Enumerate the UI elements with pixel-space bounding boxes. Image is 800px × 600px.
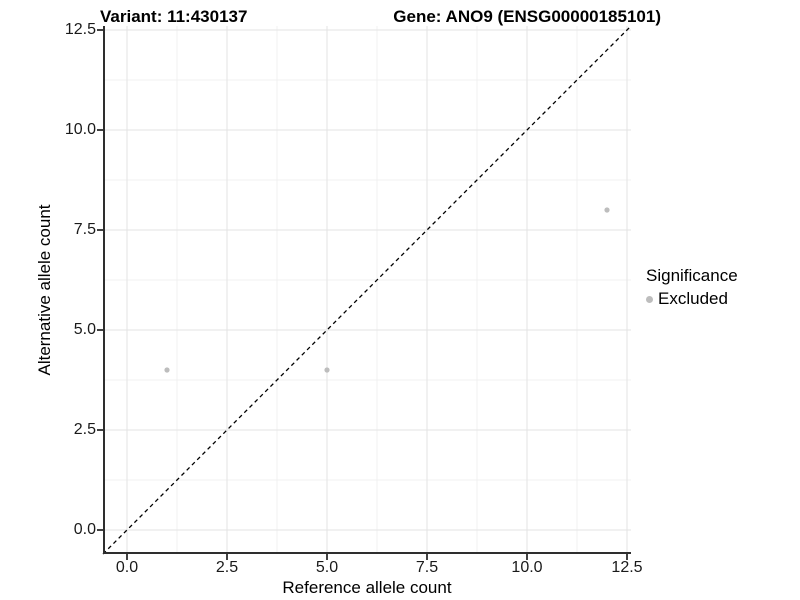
variant-title: Variant: 11:430137 [100, 7, 248, 26]
legend-title: Significance [646, 266, 738, 285]
legend: Significance Excluded [646, 266, 738, 309]
x-tick-label: 0.0 [115, 559, 139, 576]
x-axis-title: Reference allele count [282, 578, 452, 597]
data-point [164, 367, 170, 373]
x-tick-label: 10.0 [511, 559, 543, 576]
x-tick-label: 12.5 [611, 559, 643, 576]
x-tick-label: 7.5 [415, 559, 439, 576]
legend-item-excluded: Excluded [646, 289, 738, 309]
data-point [324, 367, 330, 373]
data-point [604, 207, 610, 213]
plot-panel [97, 25, 632, 560]
y-tick-label: 12.5 [64, 21, 96, 38]
plot-title: Variant: 11:430137 Gene: ANO9 (ENSG00000… [100, 7, 661, 27]
y-tick-label: 10.0 [64, 121, 96, 138]
y-tick-label: 2.5 [73, 421, 96, 438]
y-tick-label: 5.0 [73, 321, 96, 338]
identity-line [102, 25, 632, 555]
plot-canvas [97, 25, 632, 560]
x-tick-label: 2.5 [215, 559, 239, 576]
y-tick-label: 0.0 [73, 521, 96, 538]
legend-item-label: Excluded [658, 289, 728, 308]
x-tick-label: 5.0 [315, 559, 339, 576]
legend-point-icon [646, 295, 653, 303]
y-tick-label: 7.5 [73, 221, 96, 238]
gene-title: Gene: ANO9 (ENSG00000185101) [393, 7, 661, 26]
